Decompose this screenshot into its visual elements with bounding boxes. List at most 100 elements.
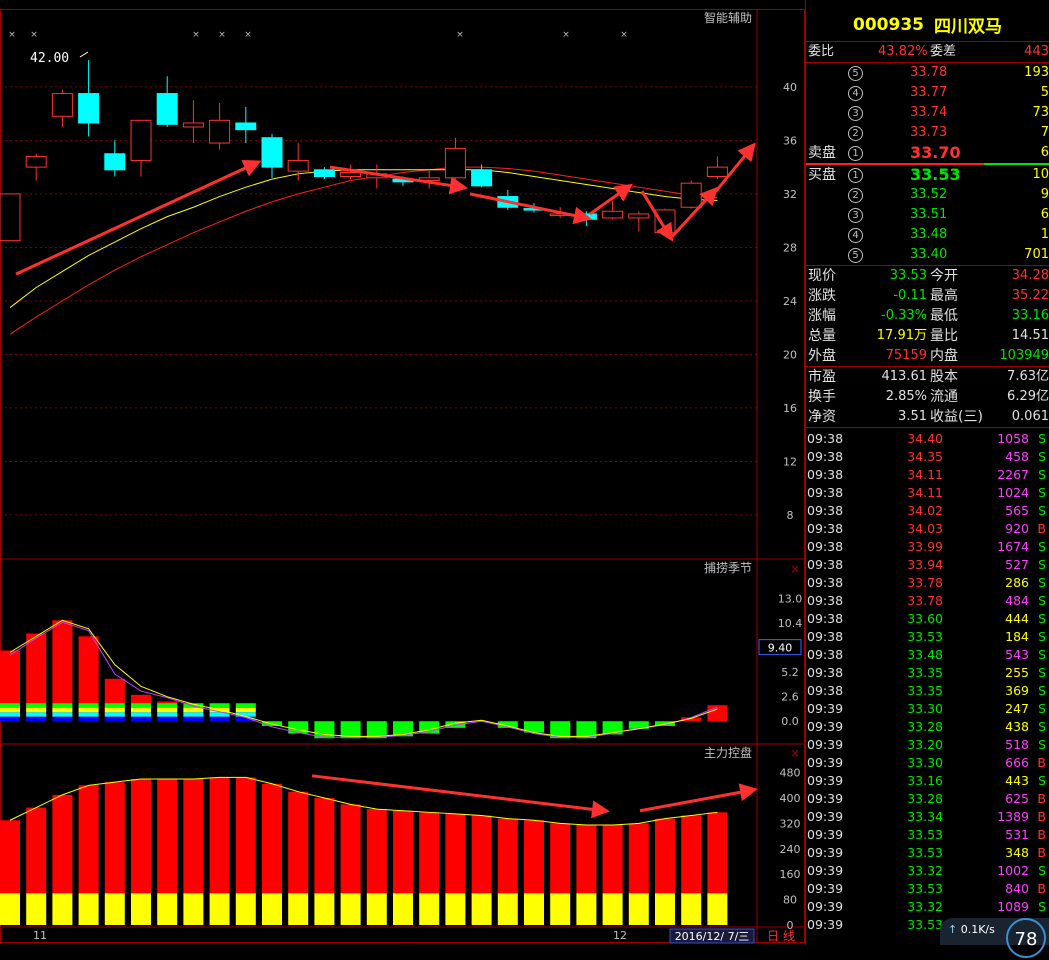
candle-body: [680, 182, 702, 208]
y-tick-label: 24: [783, 295, 797, 308]
kdj-band: [0, 712, 20, 717]
ctrl-bar: [393, 810, 413, 894]
ctrl-bar: [157, 778, 178, 894]
candle-body: [444, 147, 466, 179]
ctrl-bar-base: [209, 893, 230, 925]
ask-book: 5 33.78 193 4 33.77 5 3 33.74 73 2 33.73 7 卖盘 1 33.70 6: [806, 63, 1049, 163]
bid-row: 买盘 1 33.53 10: [808, 165, 1049, 184]
y-tick-label: 13.0: [778, 593, 803, 606]
kdj-band: [131, 703, 151, 708]
tick-row: 09:39 33.53 348 B: [807, 845, 1046, 860]
ctrl-bar-base: [104, 893, 125, 925]
current-value-box: [758, 639, 802, 656]
marker-x: ×: [456, 30, 464, 40]
ctrl-bar: [262, 783, 282, 894]
y-tick-label: 32: [783, 188, 797, 201]
y-tick-label: 400: [780, 792, 801, 805]
tick-row: 09:38 33.60 444 S: [807, 611, 1046, 626]
kdj-band: [131, 712, 151, 717]
fundamental-row: 市盈 413.61 股本 7.63亿: [808, 369, 1049, 385]
stat-row: 总量 17.91万 量比 14.51: [808, 328, 1049, 344]
trend-arrow: [311, 774, 610, 819]
kdj-band: [209, 703, 230, 708]
candle-body: [418, 177, 440, 181]
y-tick-label: 0: [787, 919, 794, 932]
ctrl-bar-base: [183, 893, 204, 925]
kdj-band: [131, 716, 151, 722]
tick-row: 09:39 33.53 531 B: [807, 827, 1046, 842]
tick-row: 09:38 33.35 255 S: [807, 665, 1046, 680]
kdj-band: [183, 716, 204, 722]
ctrl-bar-base: [681, 893, 702, 925]
ctrl-bar: [497, 818, 518, 894]
current-value: 9.40: [768, 642, 793, 655]
ctrl-bar: [655, 818, 675, 894]
kdj-band: [235, 703, 256, 708]
ctrl-bar-base: [131, 893, 151, 925]
kline-chart[interactable]: 40 36 32 28 24 20 16 12 8 智能辅助 × × × × × × × × 42.00 捕捞季节 × 1…: [0, 0, 805, 945]
tick-row: 09:38 33.78 484 S: [807, 593, 1046, 608]
kdj-band: [235, 707, 256, 713]
tick-row: 09:38 34.35 458 S: [807, 449, 1046, 464]
bid-row: 2 33.52 9: [806, 185, 1049, 205]
candle-body: [471, 169, 493, 187]
candle-body: [706, 166, 728, 177]
ask-row: 4 33.77 5: [806, 83, 1049, 103]
candle-body: [25, 155, 47, 168]
fundamental-row: 换手 2.85% 流通 6.29亿: [808, 389, 1049, 405]
tick-row: 09:39 33.32 1089 S: [807, 899, 1046, 914]
ctrl-bar: [104, 782, 125, 894]
kdj-band: [104, 716, 125, 722]
kdj-line-yellow: [9, 619, 718, 737]
kdj-band: [52, 703, 73, 708]
ctrl-bar: [419, 812, 440, 894]
stat-row: 外盘 75159 内盘 103949: [808, 348, 1049, 364]
tick-list[interactable]: 09:38 34.40 1058 S 09:38 34.35 458 S 09:38 34.11 2…: [806, 428, 1049, 934]
candle-body: [104, 153, 126, 171]
y-tick-label: 36: [783, 134, 797, 147]
ctrl-bar-base: [445, 893, 466, 925]
ctrl-bar-base: [314, 893, 335, 925]
ctrl-bar-base: [524, 893, 544, 925]
ctrl-bar-base: [340, 893, 361, 925]
y-tick-label: 40: [783, 81, 797, 94]
kdj-band: [104, 707, 125, 713]
tick-row: 09:39 33.20 518 S: [807, 737, 1046, 752]
candle-body: [130, 119, 152, 161]
panel-title: 智能辅助: [704, 10, 752, 25]
ask-row: 卖盘 1 33.70 6: [808, 143, 1049, 162]
candle-body: [78, 93, 100, 124]
tick-row: 09:38 33.53 184 S: [807, 629, 1046, 644]
trend-arrow: [670, 186, 719, 238]
y-tick-label: 20: [783, 348, 797, 361]
kdj-band: [209, 716, 230, 722]
marker-x: ×: [30, 30, 38, 40]
ctrl-bar-base: [655, 893, 675, 925]
tick-row: 09:38 34.11 2267 S: [807, 467, 1046, 482]
ma-line-red: [9, 166, 718, 335]
ctrl-bar-base: [157, 893, 178, 925]
tick-row: 09:38 33.94 527 S: [807, 557, 1046, 572]
kdj-bar: [52, 620, 73, 722]
trend-arrow: [714, 142, 756, 193]
ma-line-yellow: [9, 169, 718, 308]
kline-chart-area[interactable]: 40 36 32 28 24 20 16 12 8 智能辅助 × × × × × × × × 42.00 捕捞季节 × 1…: [0, 0, 805, 945]
kdj-band: [209, 712, 230, 717]
stock-name: 四川双马: [933, 17, 1002, 37]
ctrl-bar: [340, 804, 361, 894]
period-label: 日 线: [767, 929, 795, 943]
kdj-bar: [288, 721, 309, 734]
kdj-band: [52, 716, 73, 722]
quote-panel: 000935 四川双马 委比 43.82% 委差 443 5 33.78 193 4 3…: [805, 0, 1049, 945]
kdj-band: [78, 703, 99, 708]
ctrl-bar: [471, 815, 492, 894]
network-widget[interactable]: ↑ 0.1K/s 78: [940, 918, 1049, 958]
ctrl-bar: [445, 813, 466, 894]
max-price-pointer: [79, 51, 89, 58]
ctrl-bar: [235, 777, 256, 894]
ctrl-bar-base: [52, 893, 73, 925]
ctrl-bar-base: [471, 893, 492, 925]
kdj-bar: [524, 721, 544, 733]
ctrl-bar: [183, 778, 204, 894]
ctrl-bar: [288, 791, 309, 894]
